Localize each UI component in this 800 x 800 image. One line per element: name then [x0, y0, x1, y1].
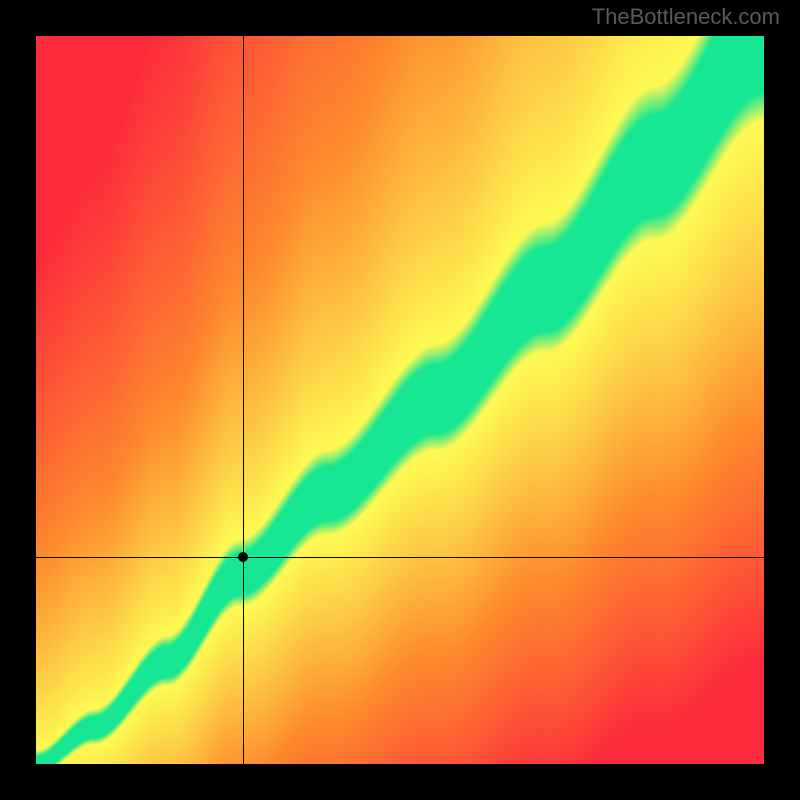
data-point-marker — [238, 552, 248, 562]
heatmap-plot — [36, 36, 764, 764]
crosshair-horizontal — [36, 557, 764, 558]
chart-container: TheBottleneck.com — [0, 0, 800, 800]
heatmap-canvas — [36, 36, 764, 764]
crosshair-vertical — [243, 36, 244, 764]
watermark-text: TheBottleneck.com — [592, 4, 780, 30]
